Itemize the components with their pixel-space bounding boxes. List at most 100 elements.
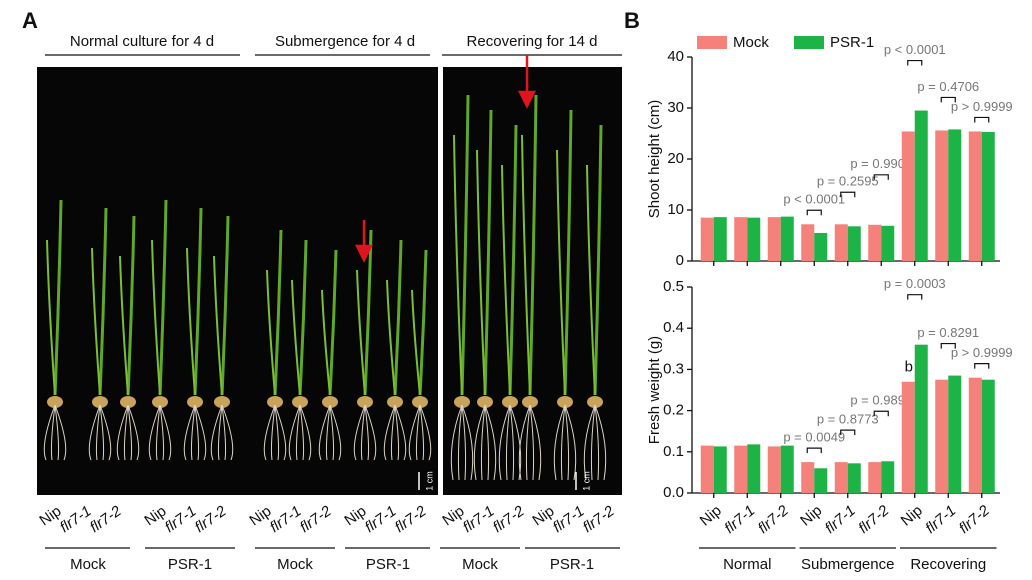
bar xyxy=(834,462,848,493)
bar xyxy=(901,381,915,493)
root xyxy=(54,404,67,461)
bar xyxy=(935,130,949,261)
treatment-label: Mock xyxy=(277,556,313,573)
genotype-label: flr7-1 xyxy=(162,503,200,537)
seed xyxy=(557,396,573,408)
leaf xyxy=(273,229,283,396)
root xyxy=(50,404,56,461)
leaf xyxy=(213,255,223,396)
group-label: Recovering xyxy=(910,556,986,573)
legend-label: PSR-1 xyxy=(830,34,874,51)
leaf xyxy=(291,279,301,396)
genotype-label: flr7-2 xyxy=(87,502,125,536)
root xyxy=(518,404,531,481)
root xyxy=(594,404,600,481)
x-tick-label: Nip xyxy=(697,502,725,529)
group-label: Submergence xyxy=(801,556,894,573)
x-tick-label: flr7-2 xyxy=(755,502,793,537)
p-value: p = 0.0049 xyxy=(783,430,845,445)
root xyxy=(564,404,577,481)
bar xyxy=(834,224,848,261)
p-value: p > 0.9999 xyxy=(951,99,1013,114)
root xyxy=(123,404,129,461)
x-tick-label: Nip xyxy=(797,502,825,529)
leaf xyxy=(298,239,308,396)
seed xyxy=(267,396,283,408)
y-tick-label: 0.5 xyxy=(663,278,684,295)
p-value: p > 0.9999 xyxy=(951,345,1013,360)
genotype-label: flr7-1 xyxy=(460,503,498,537)
header: Submergence for 4 d xyxy=(275,33,415,50)
y-tick-label: 40 xyxy=(667,48,684,65)
legend-swatch xyxy=(697,36,727,49)
seed xyxy=(322,396,338,408)
scale-bars xyxy=(418,472,577,490)
seed xyxy=(587,396,603,408)
root xyxy=(99,404,105,461)
seed xyxy=(214,396,230,408)
root xyxy=(390,404,396,461)
leaf xyxy=(151,239,161,396)
bar xyxy=(981,131,995,261)
root xyxy=(194,404,200,461)
root xyxy=(480,404,486,481)
root xyxy=(564,404,570,481)
genotype-label: flr7-2 xyxy=(490,502,528,536)
root xyxy=(299,404,305,461)
leaf xyxy=(220,215,230,396)
leaf xyxy=(586,164,596,396)
genotype-label: flr7-2 xyxy=(192,502,230,536)
seed xyxy=(187,396,203,408)
header: Recovering for 14 d xyxy=(467,33,598,50)
p-value: p = 0.9896 xyxy=(850,393,912,408)
root xyxy=(394,404,400,461)
arrows xyxy=(354,55,537,263)
root xyxy=(364,404,370,461)
seed xyxy=(454,396,470,408)
leaf xyxy=(53,199,63,396)
annotation: b xyxy=(905,359,913,376)
bracket xyxy=(840,429,856,436)
leaf xyxy=(508,124,518,396)
bar xyxy=(847,463,861,493)
root xyxy=(194,404,207,461)
x-tick-label: flr7-1 xyxy=(822,502,859,537)
p-value: p = 0.2595 xyxy=(817,174,879,189)
root xyxy=(329,404,342,461)
root xyxy=(329,404,335,461)
leaf xyxy=(119,255,129,396)
seed xyxy=(477,396,493,408)
leaf xyxy=(411,289,421,396)
p-value: p = 0.8291 xyxy=(917,325,979,340)
p-value: p = 0.9902 xyxy=(850,156,912,171)
leaf xyxy=(476,149,486,396)
root xyxy=(54,404,60,461)
root xyxy=(270,404,276,461)
root xyxy=(461,404,474,481)
root xyxy=(288,404,301,461)
treatment-label: Mock xyxy=(70,556,106,573)
root xyxy=(155,404,161,461)
bar xyxy=(747,444,761,493)
seed xyxy=(357,396,373,408)
root xyxy=(394,404,407,461)
seed xyxy=(152,396,168,408)
bracket xyxy=(907,59,923,66)
root xyxy=(594,404,607,481)
y-tick-label: 0 xyxy=(676,252,684,269)
bracket xyxy=(806,209,822,216)
leaf xyxy=(418,249,428,396)
root xyxy=(484,404,497,481)
header: Normal culture for 4 d xyxy=(70,33,214,50)
group-label: Normal xyxy=(723,556,771,573)
root xyxy=(43,404,56,461)
root xyxy=(505,404,511,481)
y-tick-label: 0.2 xyxy=(663,402,684,419)
root xyxy=(88,404,101,461)
root xyxy=(217,404,223,461)
bar xyxy=(780,445,794,493)
bar xyxy=(713,217,727,261)
leaf xyxy=(158,199,168,396)
bar xyxy=(767,446,781,493)
root xyxy=(419,404,425,461)
